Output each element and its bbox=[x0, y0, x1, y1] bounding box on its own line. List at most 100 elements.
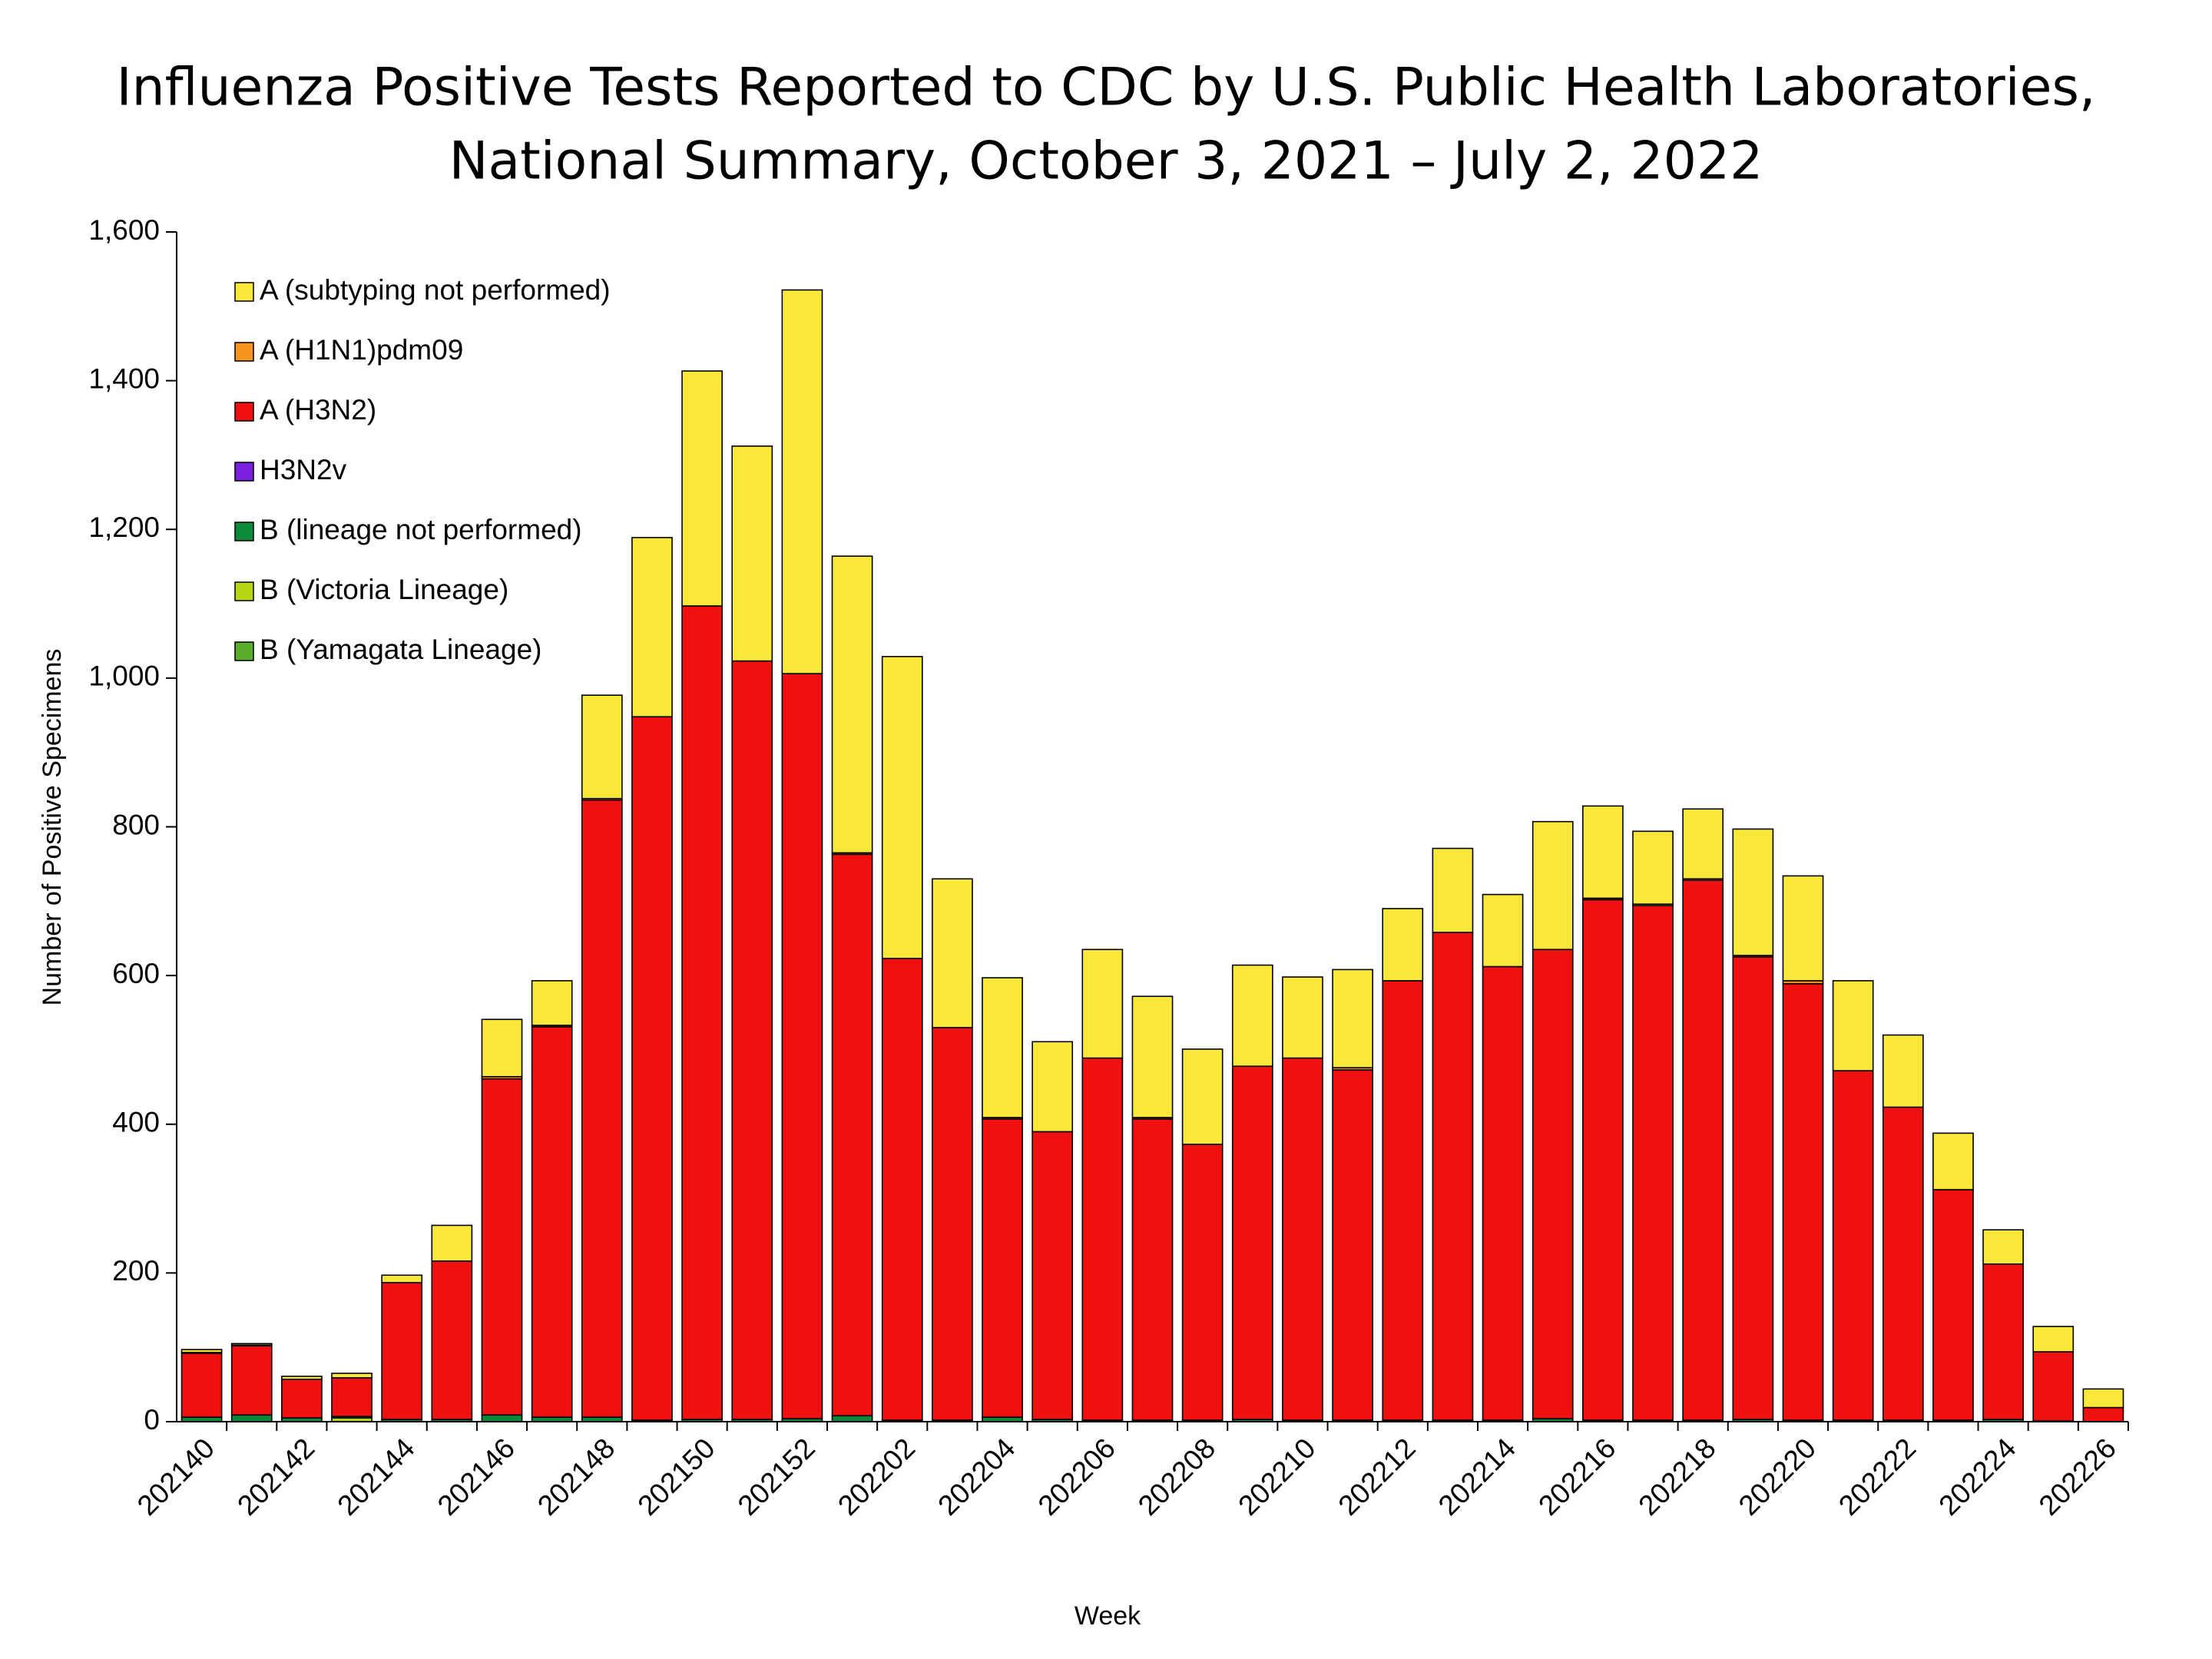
bar-segment bbox=[581, 799, 623, 1418]
bar-segment bbox=[1031, 1041, 1074, 1133]
legend-swatch bbox=[234, 402, 254, 422]
bar-segment bbox=[281, 1379, 323, 1419]
bar-segment bbox=[1131, 995, 1174, 1118]
legend-label: H3N2v bbox=[260, 454, 347, 485]
bar-segment bbox=[1482, 893, 1524, 968]
bar-segment bbox=[331, 1373, 373, 1379]
y-axis-label: Number of Positive Specimens bbox=[38, 649, 67, 1006]
bar-segment bbox=[1882, 1034, 1924, 1108]
bar-segment bbox=[1932, 1189, 1974, 1421]
bar-segment bbox=[1532, 949, 1574, 1419]
bar-segment bbox=[1482, 965, 1524, 1421]
bar-segment bbox=[881, 958, 923, 1421]
y-tick-label: 1,200 bbox=[88, 512, 160, 543]
legend-label: A (subtyping not performed) bbox=[260, 274, 611, 306]
bar-segment bbox=[180, 1349, 223, 1353]
bar-segment bbox=[230, 1345, 273, 1416]
legend-label: A (H3N2) bbox=[260, 394, 376, 426]
bar-segment bbox=[1932, 1132, 1974, 1190]
bar-segment bbox=[281, 1376, 323, 1380]
bar-segment bbox=[1832, 1070, 1874, 1421]
legend-label: B (Yamagata Lineage) bbox=[260, 634, 542, 665]
bar-segment bbox=[1081, 1057, 1124, 1421]
legend-label: A (H1N1)pdm09 bbox=[260, 334, 463, 366]
bar-segment bbox=[1282, 976, 1323, 1059]
bar-segment bbox=[932, 1027, 973, 1421]
bar-segment bbox=[1432, 847, 1474, 933]
y-tick-label: 1,400 bbox=[88, 363, 160, 394]
bar-segment bbox=[1181, 1048, 1224, 1145]
bar-segment bbox=[1031, 1131, 1074, 1420]
chart-title: Influenza Positive Tests Reported to CDC… bbox=[116, 58, 2095, 118]
bar-segment bbox=[381, 1274, 423, 1283]
bar-segment bbox=[731, 445, 773, 662]
bar-segment bbox=[381, 1282, 423, 1420]
bar-segment bbox=[881, 655, 923, 959]
bar-segment bbox=[230, 1414, 273, 1422]
bar-segment bbox=[831, 1415, 873, 1422]
bar-segment bbox=[1231, 964, 1273, 1068]
bar-segment bbox=[1732, 956, 1774, 1420]
legend-swatch bbox=[234, 462, 254, 482]
bar-segment bbox=[1982, 1229, 2024, 1265]
legend-label: B (lineage not performed) bbox=[260, 514, 582, 545]
bar-segment bbox=[1582, 805, 1624, 899]
legend-swatch bbox=[234, 522, 254, 541]
y-tick-label: 600 bbox=[112, 958, 160, 989]
bar-segment bbox=[2082, 1388, 2124, 1409]
bar-segment bbox=[1382, 908, 1424, 982]
bar-segment bbox=[531, 980, 573, 1026]
bar-segment bbox=[1632, 830, 1674, 905]
bar-segment bbox=[1081, 949, 1124, 1059]
bar-segment bbox=[781, 673, 823, 1419]
y-tick-label: 200 bbox=[112, 1255, 160, 1286]
bar-segment bbox=[1682, 879, 1724, 1421]
bar-segment bbox=[2082, 1406, 2124, 1422]
bar-segment bbox=[831, 555, 873, 854]
x-axis-label: Week bbox=[1075, 1601, 1141, 1631]
bar-segment bbox=[1432, 932, 1474, 1421]
bar-segment bbox=[631, 716, 673, 1421]
bar-segment bbox=[1882, 1106, 1924, 1421]
bar-segment bbox=[481, 1414, 523, 1422]
bar-segment bbox=[1181, 1144, 1224, 1421]
bar-segment bbox=[1632, 905, 1674, 1421]
bar-segment bbox=[180, 1353, 223, 1418]
bar-segment bbox=[982, 1118, 1023, 1418]
y-tick-label: 0 bbox=[144, 1404, 160, 1435]
bar-segment bbox=[982, 977, 1023, 1118]
bar-segment bbox=[1682, 808, 1724, 880]
bar-segment bbox=[1582, 899, 1624, 1421]
bar-segment bbox=[431, 1260, 473, 1420]
bar-segment bbox=[1231, 1065, 1273, 1420]
bar-segment bbox=[1382, 980, 1424, 1421]
bar-segment bbox=[681, 370, 723, 607]
bar-segment bbox=[481, 1018, 523, 1078]
bar-segment bbox=[932, 878, 973, 1028]
legend-swatch bbox=[234, 641, 254, 661]
bar-segment bbox=[1332, 969, 1373, 1068]
bar-segment bbox=[1282, 1057, 1323, 1421]
bar-segment bbox=[1732, 828, 1774, 956]
y-tick-label: 400 bbox=[112, 1107, 160, 1138]
y-tick-label: 800 bbox=[112, 809, 160, 840]
bar-segment bbox=[481, 1078, 523, 1416]
bar-segment bbox=[1131, 1118, 1174, 1421]
bar-segment bbox=[681, 605, 723, 1420]
bar-segment bbox=[781, 289, 823, 674]
legend-swatch bbox=[234, 342, 254, 362]
bar-segment bbox=[230, 1343, 273, 1346]
bar-segment bbox=[1532, 820, 1574, 951]
legend-label: B (Victoria Lineage) bbox=[260, 574, 508, 605]
bar-segment bbox=[1982, 1263, 2024, 1420]
legend-swatch bbox=[234, 581, 254, 601]
bar-segment bbox=[1782, 982, 1824, 1421]
bar-segment bbox=[1332, 1069, 1373, 1421]
chart-title: National Summary, October 3, 2021 – July… bbox=[449, 131, 1763, 192]
legend-swatch bbox=[234, 282, 254, 302]
y-tick-label: 1,000 bbox=[88, 661, 160, 692]
bar-segment bbox=[581, 694, 623, 800]
bar-segment bbox=[1832, 980, 1874, 1071]
y-tick-label: 1,600 bbox=[88, 214, 160, 246]
